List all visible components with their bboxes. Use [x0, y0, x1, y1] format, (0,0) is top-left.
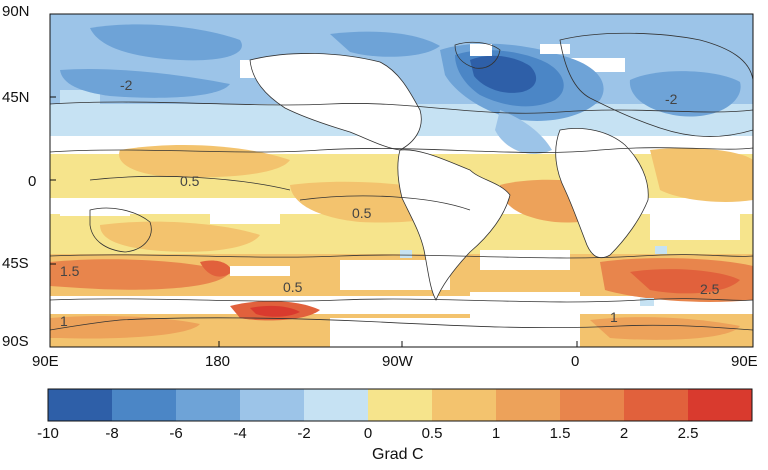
lat-label-90s: 90S — [2, 333, 29, 350]
africa — [555, 127, 649, 259]
contour-label: 1.5 — [60, 263, 80, 279]
colorbar-swatch — [560, 389, 625, 421]
lat-label-45s: 45S — [2, 255, 29, 272]
colorbar-swatch — [112, 389, 177, 421]
colorbar-swatch — [624, 389, 689, 421]
south-america — [397, 149, 511, 301]
contour-label: 1 — [610, 309, 618, 325]
colorbar-tick-label: 1 — [491, 425, 501, 442]
greenland — [454, 41, 501, 69]
colorbar-tick-label: 0 — [363, 425, 373, 442]
lon-label-0: 0 — [571, 353, 580, 370]
colorbar-tick-label: 0.5 — [421, 425, 443, 442]
colorbar-tick-label: -8 — [105, 425, 119, 442]
colorbar-swatch — [496, 389, 561, 421]
colorbar-swatch — [688, 389, 753, 421]
colorbar-swatch — [368, 389, 433, 421]
contour-label-group: 0.5 0.5 0.5 1.5 1 2.5 -2 -2 1 — [60, 77, 720, 329]
colorbar — [48, 389, 753, 421]
lon-label-180: 180 — [205, 353, 231, 370]
australia — [89, 207, 152, 253]
colorbar-tick-label: 2.5 — [677, 425, 699, 442]
contour-label: 1 — [60, 313, 68, 329]
colorbar-tick-label: 2 — [619, 425, 629, 442]
contour-label: 0.5 — [352, 205, 372, 221]
colorbar-tick-label: -2 — [297, 425, 311, 442]
lon-label-90w: 90W — [382, 353, 413, 370]
colorbar-tick-label: -6 — [169, 425, 183, 442]
contour-label: -2 — [665, 91, 678, 107]
lat-label-90n: 90N — [2, 3, 30, 20]
colorbar-unit-label: Grad C — [372, 446, 424, 463]
colorbar-frame — [47, 388, 753, 422]
colorbar-swatch — [48, 389, 113, 421]
colorbar-tick-label: 1.5 — [549, 425, 571, 442]
contour-lines — [50, 101, 753, 303]
lat-label-45n: 45N — [2, 89, 30, 106]
north-america — [249, 53, 422, 151]
contour-label: 2.5 — [700, 281, 720, 297]
axis-ticks — [50, 13, 578, 348]
contour-label: -2 — [120, 77, 133, 93]
lon-label-90e-left: 90E — [32, 353, 59, 370]
contour-label: 0.5 — [283, 279, 303, 295]
colorbar-swatch — [432, 389, 497, 421]
colorbar-swatch — [176, 389, 241, 421]
colorbar-tick-label: -10 — [37, 425, 59, 442]
lon-label-90e-right: 90E — [731, 353, 758, 370]
coastlines — [50, 32, 753, 347]
colorbar-swatch — [304, 389, 369, 421]
colorbar-tick-label: -4 — [233, 425, 247, 442]
eurasia — [559, 32, 753, 137]
lat-label-equator: 0 — [28, 173, 37, 190]
map-panel: 0.5 0.5 0.5 1.5 1 2.5 -2 -2 1 — [50, 14, 753, 347]
contour-label: 0.5 — [180, 173, 200, 189]
colorbar-swatch — [240, 389, 305, 421]
